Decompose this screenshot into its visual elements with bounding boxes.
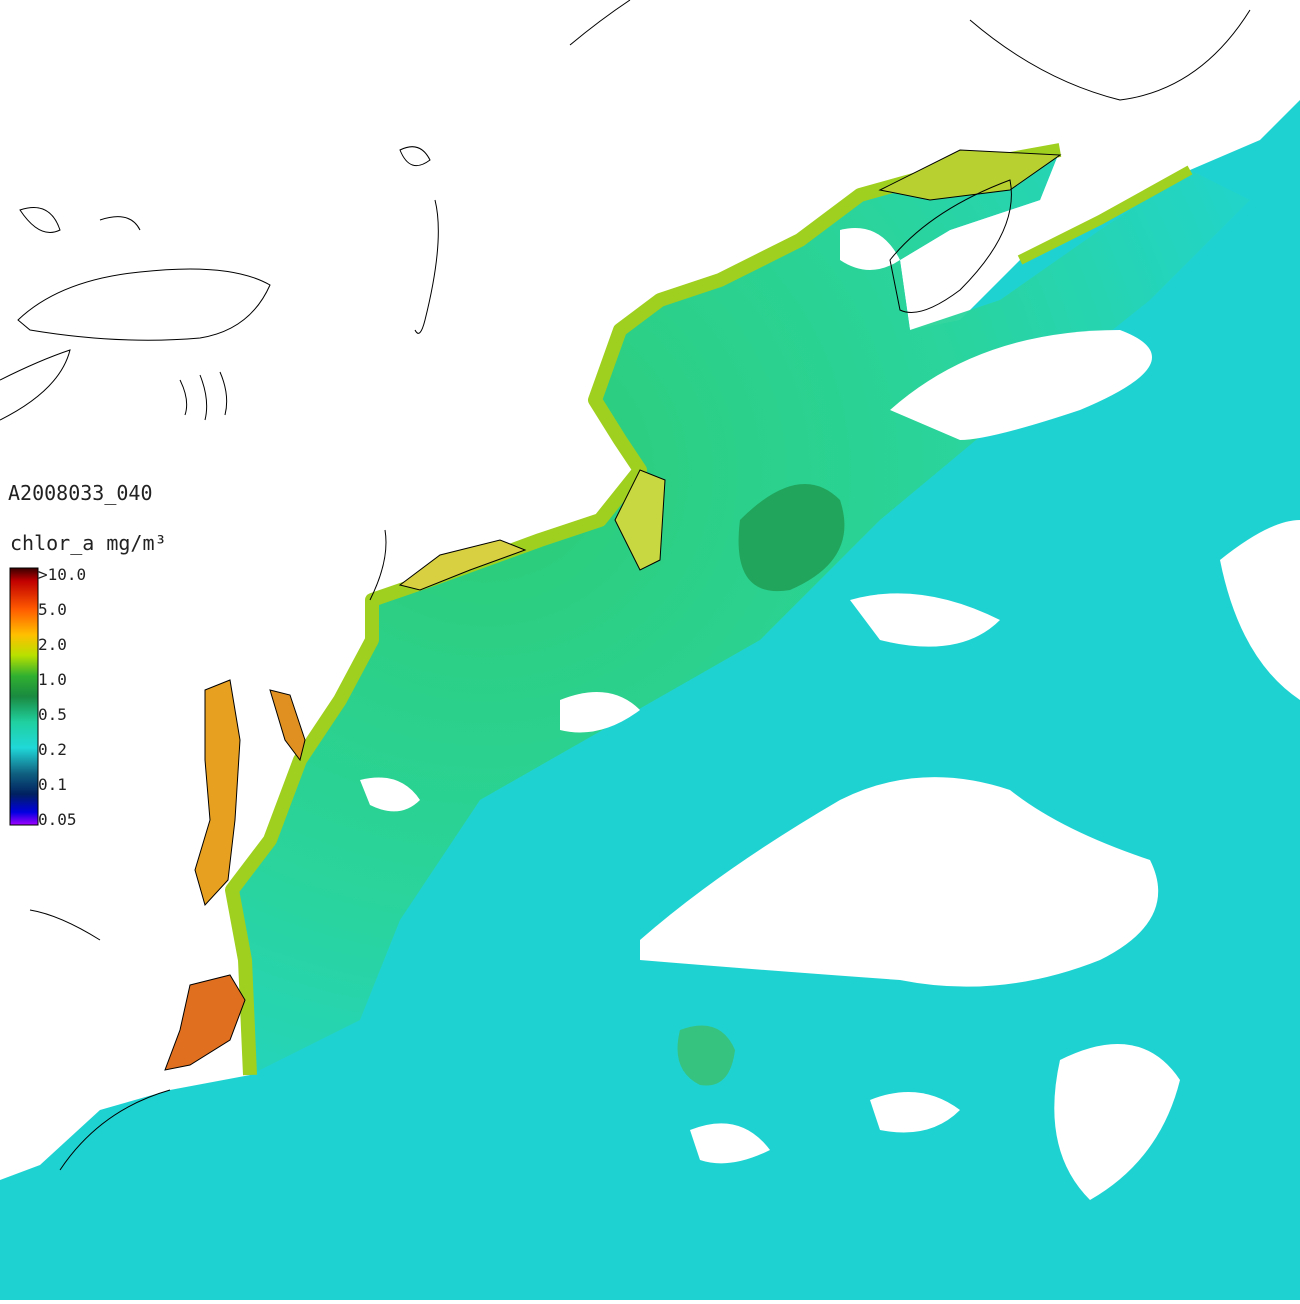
colorbar	[9, 567, 39, 826]
coastal-band	[225, 143, 1062, 1076]
green-eddy	[677, 1025, 735, 1086]
delaware-bay	[269, 689, 306, 762]
dark-eddy	[738, 484, 845, 592]
colorbar-tick-label: 0.1	[38, 775, 67, 794]
cape-cod-bay	[614, 469, 666, 571]
colorbar-tick-label: 0.5	[38, 705, 67, 724]
clouds	[360, 228, 1300, 1200]
long-island-sound	[398, 539, 527, 591]
coastal-band	[1017, 165, 1193, 265]
coastline	[0, 0, 1251, 1171]
image-title: A2008033_040	[8, 481, 153, 505]
colorbar-tick-label: 1.0	[38, 670, 67, 689]
colorbar-tick-label: 0.05	[38, 810, 77, 829]
chesapeake	[194, 679, 241, 906]
colorbar-tick-label: 5.0	[38, 600, 67, 619]
colorbar-tick-label: 2.0	[38, 635, 67, 654]
colorbar-tick-label: >10.0	[38, 565, 86, 584]
legend-title: chlor_a mg/m³	[10, 531, 167, 555]
pamlico-sound	[164, 974, 246, 1071]
colorbar-tick-label: 0.2	[38, 740, 67, 759]
gulf-st-lawrence	[878, 149, 1062, 201]
